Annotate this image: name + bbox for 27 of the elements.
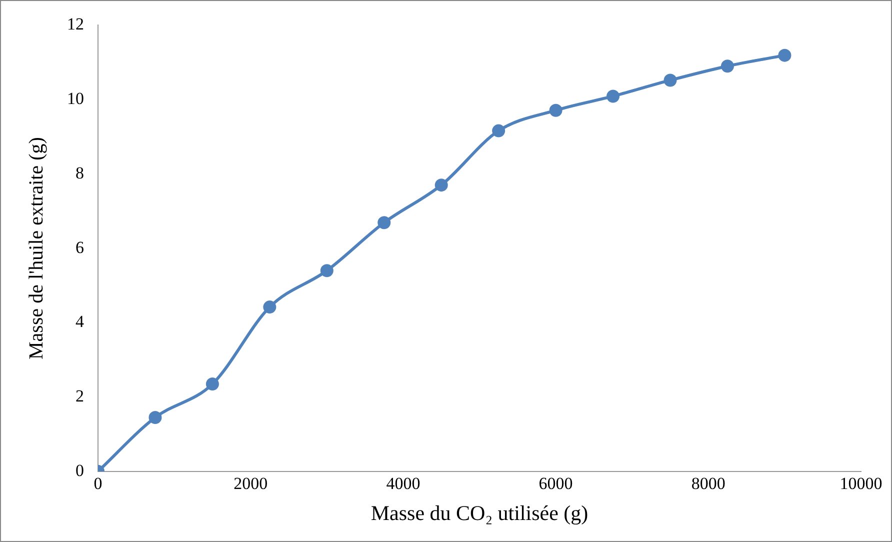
point: [720, 60, 734, 73]
point: [492, 124, 506, 138]
point: [378, 216, 391, 230]
point: [549, 104, 562, 117]
x-tick-label: 4000: [386, 474, 420, 494]
point: [606, 90, 620, 103]
x-tick-label: 2000: [234, 474, 268, 494]
y-tick-label: 8: [76, 163, 84, 182]
point: [664, 74, 677, 87]
x-axis-title: Masse du CO₂ utilisée (g): [370, 500, 588, 525]
x-tick-label: 6000: [538, 474, 573, 494]
y-tick-label: 2: [76, 386, 84, 406]
y-tick-label: 10: [67, 89, 84, 108]
x-tick-label: 0: [94, 474, 102, 494]
x-tick-label: 8000: [691, 474, 726, 494]
point: [320, 264, 334, 278]
y-tick-label: 0: [76, 460, 84, 480]
y-axis-title: Masse de l'huile extraite (g): [25, 137, 48, 360]
point: [206, 378, 219, 391]
y-tick-label: 6: [76, 238, 84, 257]
point: [434, 178, 448, 192]
point: [148, 410, 162, 424]
point: [778, 48, 792, 62]
y-tick-label: 4: [76, 312, 84, 332]
x-tick-label: 10000: [840, 474, 882, 494]
y-tick-label: 12: [67, 14, 84, 34]
point: [263, 300, 276, 314]
